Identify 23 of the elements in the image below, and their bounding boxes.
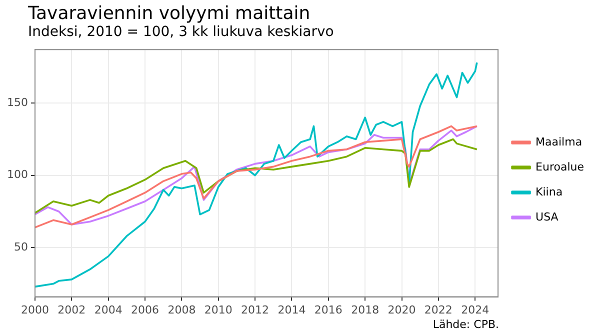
legend-label: USA	[536, 210, 559, 224]
x-tick-label: 2008	[168, 303, 196, 316]
x-tick-label: 2016	[314, 303, 342, 316]
x-tick-label: 2022	[424, 303, 452, 316]
chart-title: Tavaraviennin volyymi maittain	[28, 3, 310, 24]
text: Lähde: CPB.	[432, 318, 499, 331]
y-tick-label: 50	[14, 240, 28, 254]
y-tick-label: 150	[6, 96, 28, 109]
x-tick-label: 2006	[131, 303, 160, 316]
x-tick-label: 2020	[388, 303, 416, 316]
x-tick-label: 2024	[461, 303, 490, 316]
legend-label: Maailma	[536, 135, 582, 148]
x-tick-label: 2014	[278, 303, 306, 316]
x-tick-label: 2004	[94, 303, 122, 316]
x-tick-label: 2010	[204, 303, 232, 316]
legend-label: Kiina	[536, 185, 563, 198]
y-tick-label: 100	[6, 168, 28, 182]
legend-label: Euroalue	[536, 160, 584, 174]
x-tick-label: 2018	[351, 303, 380, 316]
x-tick-label: 2002	[58, 303, 86, 316]
chart-subtitle: Indeksi, 2010 = 100, 3 kk liukuva keskiarvo	[28, 24, 334, 40]
x-tick-label: 2000	[20, 303, 49, 316]
x-tick-label: 2012	[241, 303, 270, 316]
